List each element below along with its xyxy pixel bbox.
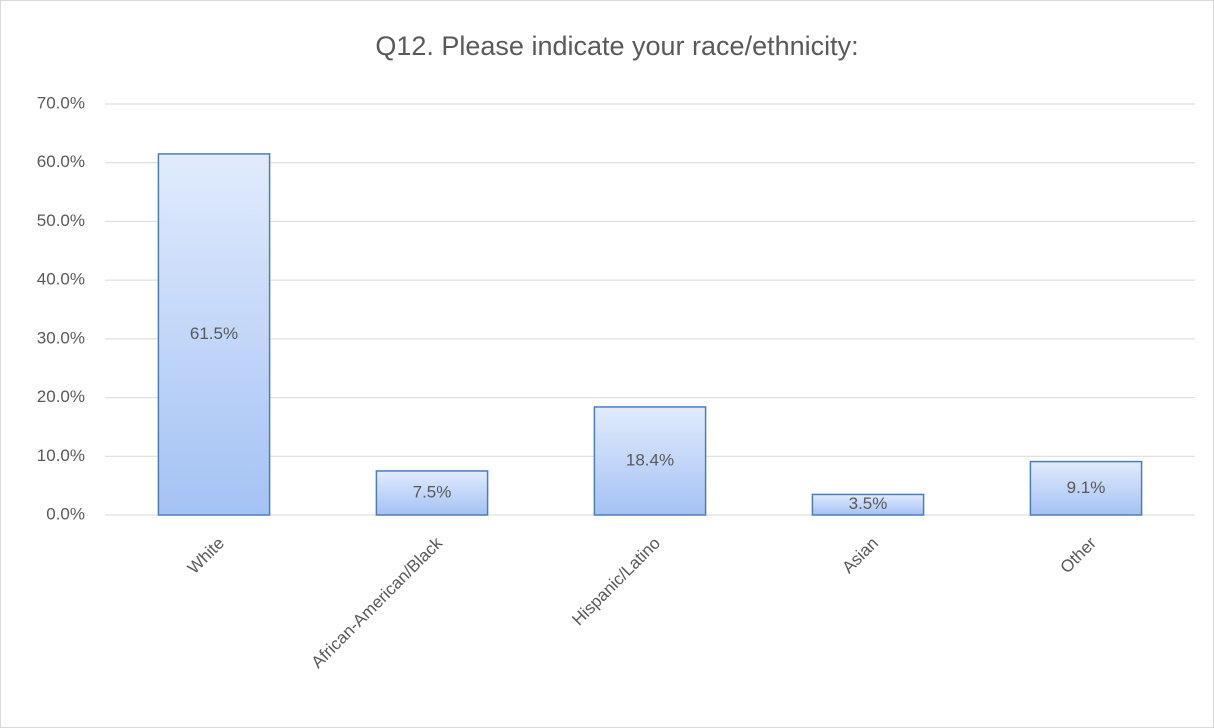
y-tick-label: 0.0%	[46, 504, 85, 523]
bar	[375, 470, 489, 516]
bar	[811, 493, 925, 516]
y-tick-label: 40.0%	[37, 270, 85, 289]
data-label: 18.4%	[626, 450, 674, 469]
y-tick-label: 10.0%	[37, 446, 85, 465]
data-label: 61.5%	[190, 324, 238, 343]
bar	[157, 153, 271, 516]
bar	[1029, 460, 1143, 516]
data-label: 9.1%	[1067, 478, 1106, 497]
data-label: 7.5%	[413, 482, 452, 501]
bar	[593, 406, 707, 516]
y-tick-label: 60.0%	[37, 152, 85, 171]
data-label: 3.5%	[849, 494, 888, 513]
y-tick-label: 20.0%	[37, 387, 85, 406]
y-tick-label: 50.0%	[37, 211, 85, 230]
chart-title: Q12. Please indicate your race/ethnicity…	[375, 31, 858, 61]
y-tick-label: 30.0%	[37, 328, 85, 347]
y-tick-label: 70.0%	[37, 93, 85, 112]
